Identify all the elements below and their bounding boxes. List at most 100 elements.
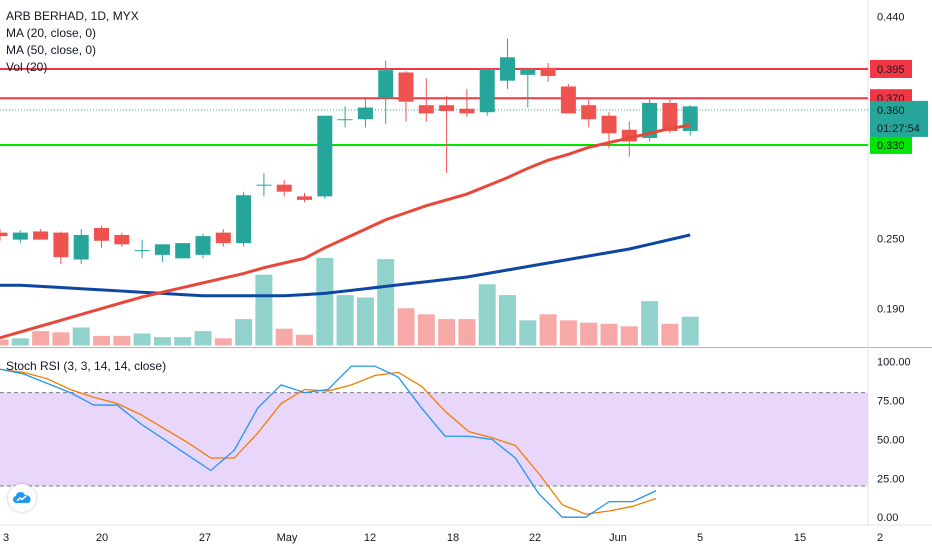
time-tick-label: 27: [199, 532, 211, 544]
rsi-legend[interactable]: Stoch RSI (3, 3, 14, 14, close): [6, 359, 167, 373]
time-tick-label: 12: [364, 532, 376, 544]
volume-bar: [499, 295, 516, 346]
candle-body: [276, 184, 292, 192]
bar-countdown-label: 01:27:54: [877, 123, 920, 135]
tradingview-cloud-icon: [13, 492, 31, 503]
legend-ma50[interactable]: MA (50, close, 0): [6, 43, 97, 57]
candle-body: [479, 68, 495, 113]
candle-body: [621, 129, 637, 142]
volume-bar: [519, 320, 537, 346]
candle-body: [215, 232, 231, 244]
volume-bar: [336, 295, 354, 346]
candle-body: [439, 105, 455, 112]
candle-body: [418, 105, 434, 114]
volume-bar: [153, 337, 171, 346]
price-tick-label: 0.250: [877, 233, 905, 245]
volume-bar: [478, 284, 496, 346]
volume-bar: [214, 338, 232, 346]
time-tick-label: 20: [96, 532, 108, 544]
volume-bar: [72, 327, 90, 346]
time-tick-label: 3: [3, 532, 9, 544]
rsi-d-line: [0, 368, 657, 515]
rsi-k-line: [0, 365, 657, 518]
rsi-band: [0, 392, 868, 487]
candle-body: [662, 102, 678, 131]
candle-body: [175, 243, 191, 259]
rsi-tick-label: 50.00: [877, 434, 905, 446]
volume-bar: [174, 337, 192, 346]
volume-bar: [235, 319, 253, 346]
legend-symbol[interactable]: ARB BERHAD, 1D, MYX: [6, 9, 139, 23]
time-tick-label: 5: [697, 532, 703, 544]
candle-body: [33, 231, 49, 240]
candle-body: [540, 67, 556, 76]
price-tick-label: 0.190: [877, 304, 905, 316]
candle-body: [134, 250, 150, 252]
candle-body: [53, 232, 69, 258]
volume-bar: [620, 326, 638, 346]
volume-bar: [11, 338, 29, 346]
candle-body: [154, 244, 170, 255]
time-tick-label: 15: [794, 532, 806, 544]
volume-bar: [316, 257, 334, 346]
candle-body: [73, 234, 89, 260]
volume-bar: [93, 335, 110, 346]
volume-bar: [641, 301, 659, 346]
candle-body: [0, 232, 8, 237]
candle-body: [581, 105, 597, 120]
resistance-price-tag: [870, 59, 912, 78]
volume-bar: [275, 328, 293, 346]
last-price-tag: [870, 100, 928, 137]
candle-body: [317, 115, 333, 197]
last-price-label: 0.360: [877, 105, 905, 117]
rsi-tick-label: 100.00: [877, 356, 911, 368]
time-tick-label: 2: [877, 532, 883, 544]
candle-body: [520, 68, 536, 75]
rsi-tick-label: 0.00: [877, 512, 898, 524]
volume-bar: [52, 332, 70, 346]
candle-body: [357, 107, 373, 120]
chart-legend: ARB BERHAD, 1D, MYX MA (20, close, 0) MA…: [6, 8, 139, 76]
candle-body: [601, 115, 617, 134]
legend-ma20[interactable]: MA (20, close, 0): [6, 26, 97, 40]
volume-bar: [580, 322, 598, 346]
volume-bar: [194, 331, 212, 346]
volume-bar: [377, 259, 395, 346]
volume-bar: [661, 323, 679, 346]
volume-bar: [113, 335, 131, 346]
candle-body: [642, 102, 658, 138]
candle-body: [560, 86, 576, 114]
volume-bar: [133, 333, 151, 346]
volume-bar: [0, 339, 9, 346]
volume-bar: [296, 334, 313, 346]
candle-body: [12, 232, 28, 240]
volume-bar: [458, 319, 476, 346]
time-tick-label: 18: [447, 532, 459, 544]
support-price-label: 0.330: [877, 140, 905, 152]
volume-bar: [438, 319, 456, 346]
volume-bar: [32, 331, 50, 346]
tradingview-logo[interactable]: [8, 484, 36, 512]
support-price-tag: [870, 135, 912, 154]
time-tick-label: 22: [529, 532, 541, 544]
volume-bar: [559, 320, 577, 346]
volume-bar: [681, 316, 699, 346]
ma20-line: [0, 123, 691, 340]
candle-body: [378, 70, 394, 99]
time-tick-label: Jun: [609, 532, 627, 544]
rsi-tick-label: 75.00: [877, 395, 905, 407]
legend-vol[interactable]: Vol (20): [6, 60, 48, 74]
candle-body: [195, 236, 211, 255]
volume-bar: [600, 323, 618, 346]
time-tick-label: May: [277, 532, 298, 544]
volume-bar: [397, 308, 415, 346]
volume-bar: [356, 297, 374, 346]
candle-body: [297, 196, 312, 200]
candle-body: [337, 119, 353, 121]
ma50-line: [0, 233, 691, 298]
candle-body: [500, 57, 515, 81]
candle-body: [114, 234, 130, 245]
price-tick-label: 0.440: [877, 11, 905, 23]
volume-bar: [255, 274, 273, 346]
